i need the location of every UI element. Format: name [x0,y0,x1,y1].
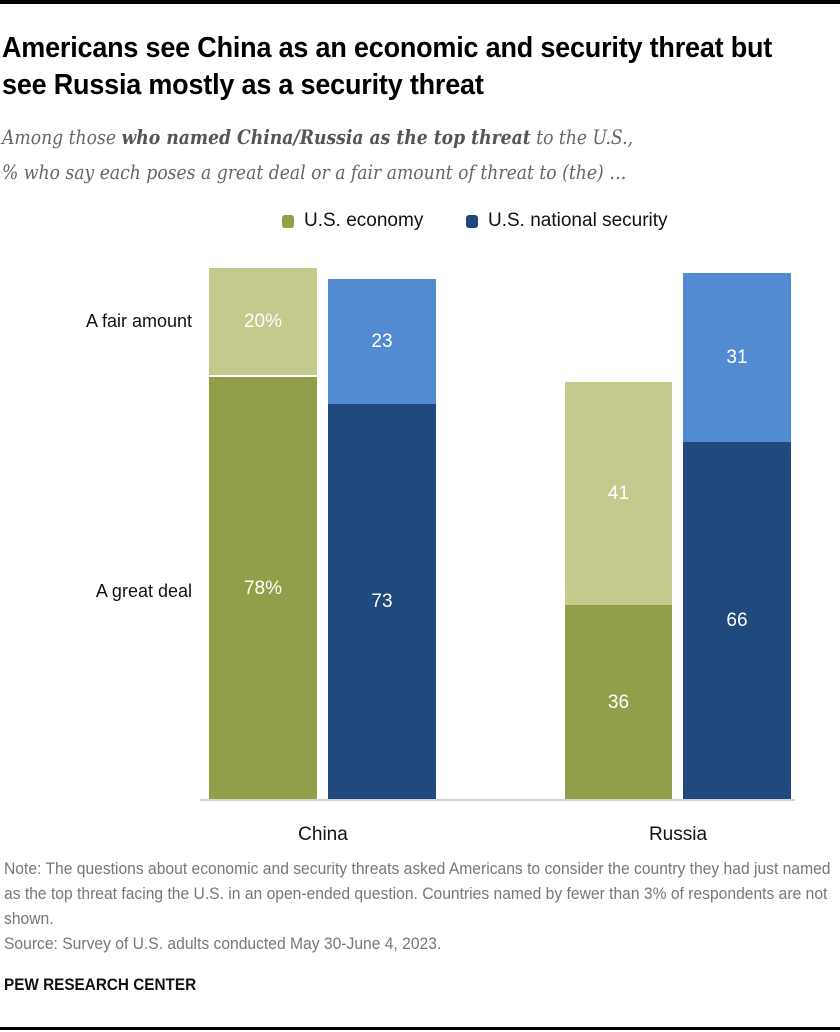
russia-economy-great-bar: 36 [565,605,672,800]
economy-swatch-icon [282,214,294,228]
bottom-rule [0,1027,840,1030]
bar-value: 23 [371,330,393,352]
security-swatch-icon [466,214,478,228]
legend-economy: U.S. economy [282,210,423,232]
russia-security-fair-bar: 31 [683,273,791,442]
legend-economy-label: U.S. economy [304,210,424,231]
subtitle-pre: Among those [2,125,122,149]
china-security-great-bar: 73 [328,404,436,800]
top-rule [0,0,840,4]
bar-value: 36 [607,691,630,713]
china-security-fair-bar: 23 [328,279,436,404]
bar-value: 66 [726,610,748,631]
legend-security-label: U.S. national security [488,210,668,231]
note-text: Note: The questions about economic and s… [4,859,831,928]
subtitle-line2: % who say each poses a great deal or a f… [2,160,627,184]
china-economy-fair-bar: 20% [209,268,317,375]
russia-economy-fair-bar: 41 [565,382,672,605]
x-axis-baseline [200,799,795,801]
row-label-great-deal: A great deal [95,581,192,601]
chart-subtitle: Among those who named China/Russia as th… [2,120,776,190]
chart-title: Americans see China as an economic and s… [2,32,773,101]
bar-value: 73 [371,591,393,612]
bar-value: 31 [726,346,748,368]
bar-value: 20% [243,310,283,332]
footnote: Note: The questions about economic and s… [4,856,832,956]
pew-logo-text: PEW RESEARCH CENTER [4,975,197,994]
legend-security: U.S. national security [466,210,668,232]
category-label-china: China [298,824,348,845]
row-label-fair-amount: A fair amount [85,311,192,331]
category-label-russia: Russia [648,824,708,845]
bar-value: 41 [607,482,630,504]
subtitle-bold: who named China/Russia as the top threat [121,125,531,149]
bar-value: 78% [243,577,283,599]
source-text: Source: Survey of U.S. adults conducted … [4,934,442,953]
china-economy-great-bar: 78% [209,377,317,800]
russia-security-great-bar: 66 [683,442,791,800]
subtitle-post: to the U.S., [530,125,634,149]
